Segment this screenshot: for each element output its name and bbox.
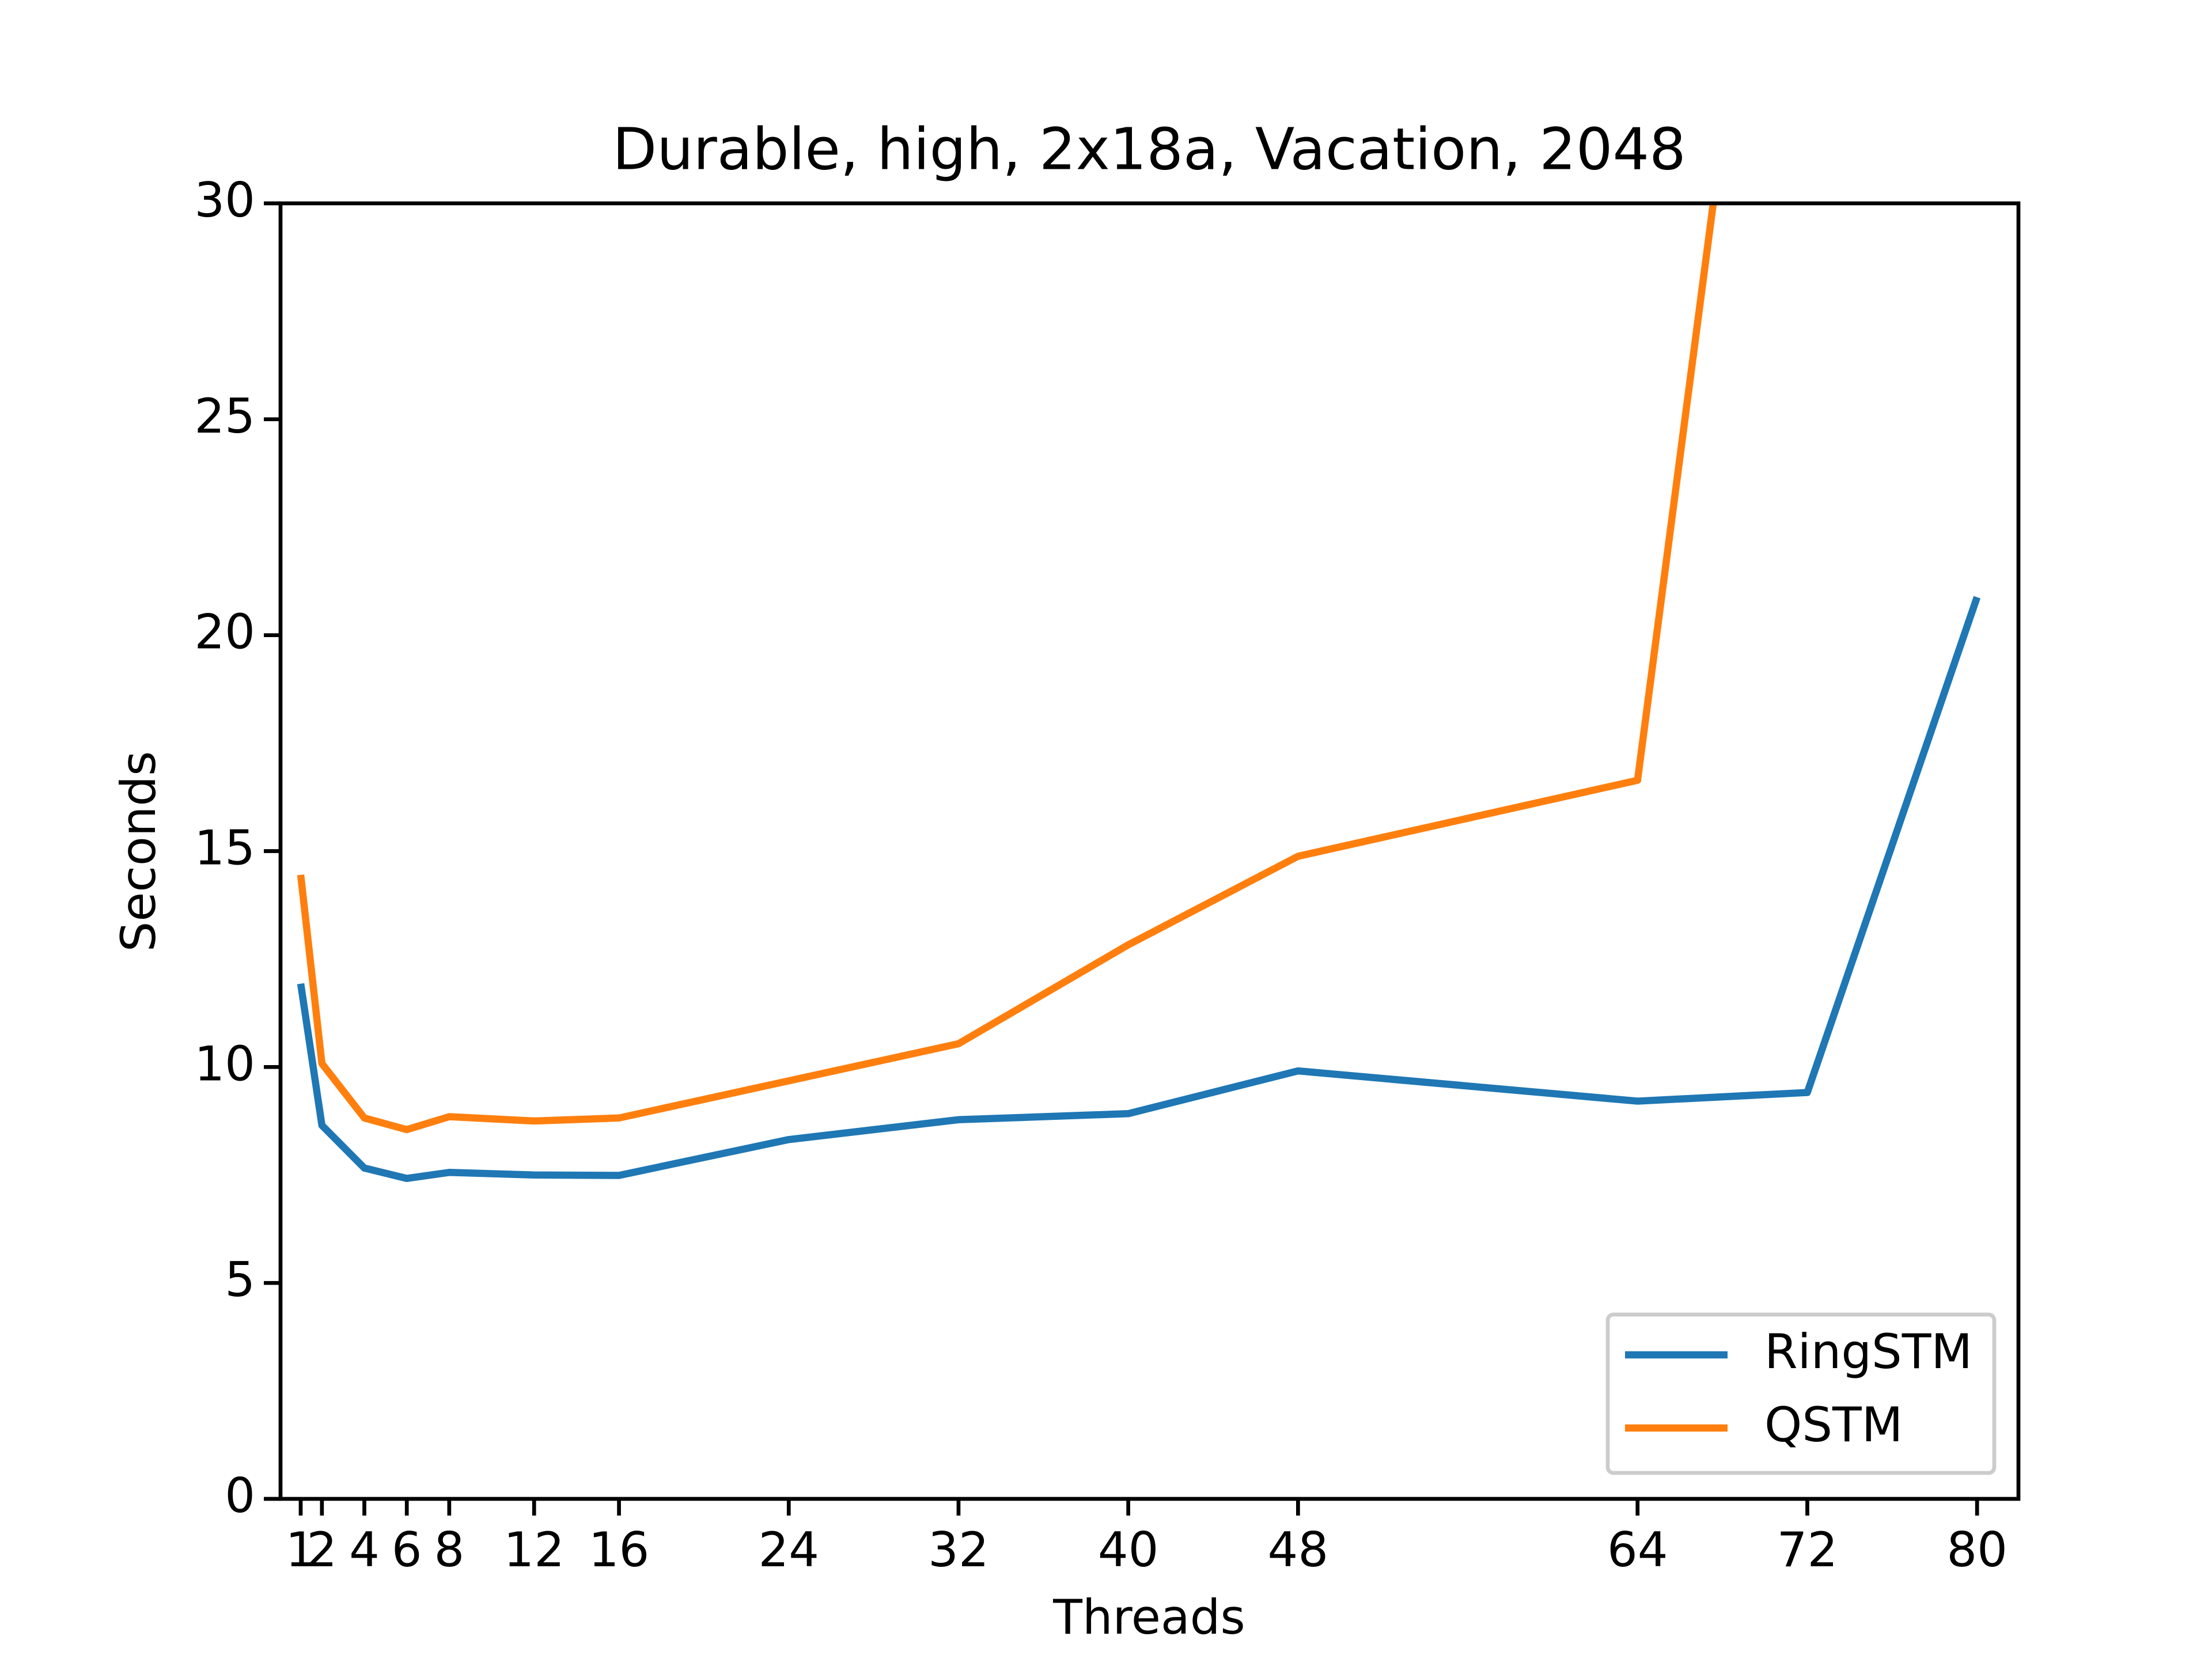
x-tick-label: 72 <box>1777 1522 1838 1578</box>
y-tick-label: 15 <box>194 820 255 876</box>
x-tick-label: 6 <box>392 1522 422 1578</box>
chart-title: Durable, high, 2x18a, Vacation, 2048 <box>612 115 1685 183</box>
plot-area <box>297 203 1981 1182</box>
legend-label: RingSTM <box>1764 1324 1972 1380</box>
x-tick-label: 64 <box>1607 1522 1668 1578</box>
axes-frame <box>278 201 2021 1501</box>
x-tick-label: 24 <box>758 1522 819 1578</box>
y-tick-label: 25 <box>194 388 255 444</box>
series-line <box>297 596 1981 1182</box>
x-axis-label: Threads <box>1052 1589 1245 1645</box>
x-tick-label: 1 <box>286 1522 316 1578</box>
y-tick-label: 0 <box>225 1468 255 1524</box>
legend-label: QSTM <box>1764 1397 1903 1453</box>
x-tick-label: 40 <box>1098 1522 1159 1578</box>
series-line <box>297 203 1717 1134</box>
y-tick-label: 5 <box>225 1252 255 1308</box>
x-tick-label: 80 <box>1946 1522 2008 1578</box>
x-tick-label: 12 <box>503 1522 565 1578</box>
x-tick-label: 48 <box>1268 1522 1329 1578</box>
x-tick-label: 32 <box>928 1522 989 1578</box>
x-tick-label: 8 <box>434 1522 464 1578</box>
x-tick-label: 2 <box>306 1522 337 1578</box>
y-tick-label: 20 <box>194 604 255 660</box>
y-axis-label: Seconds <box>111 751 166 952</box>
x-tick-label: 4 <box>349 1522 380 1578</box>
y-tick-label: 30 <box>194 172 255 228</box>
y-tick-label: 10 <box>194 1036 255 1092</box>
x-tick-label: 16 <box>589 1522 650 1578</box>
